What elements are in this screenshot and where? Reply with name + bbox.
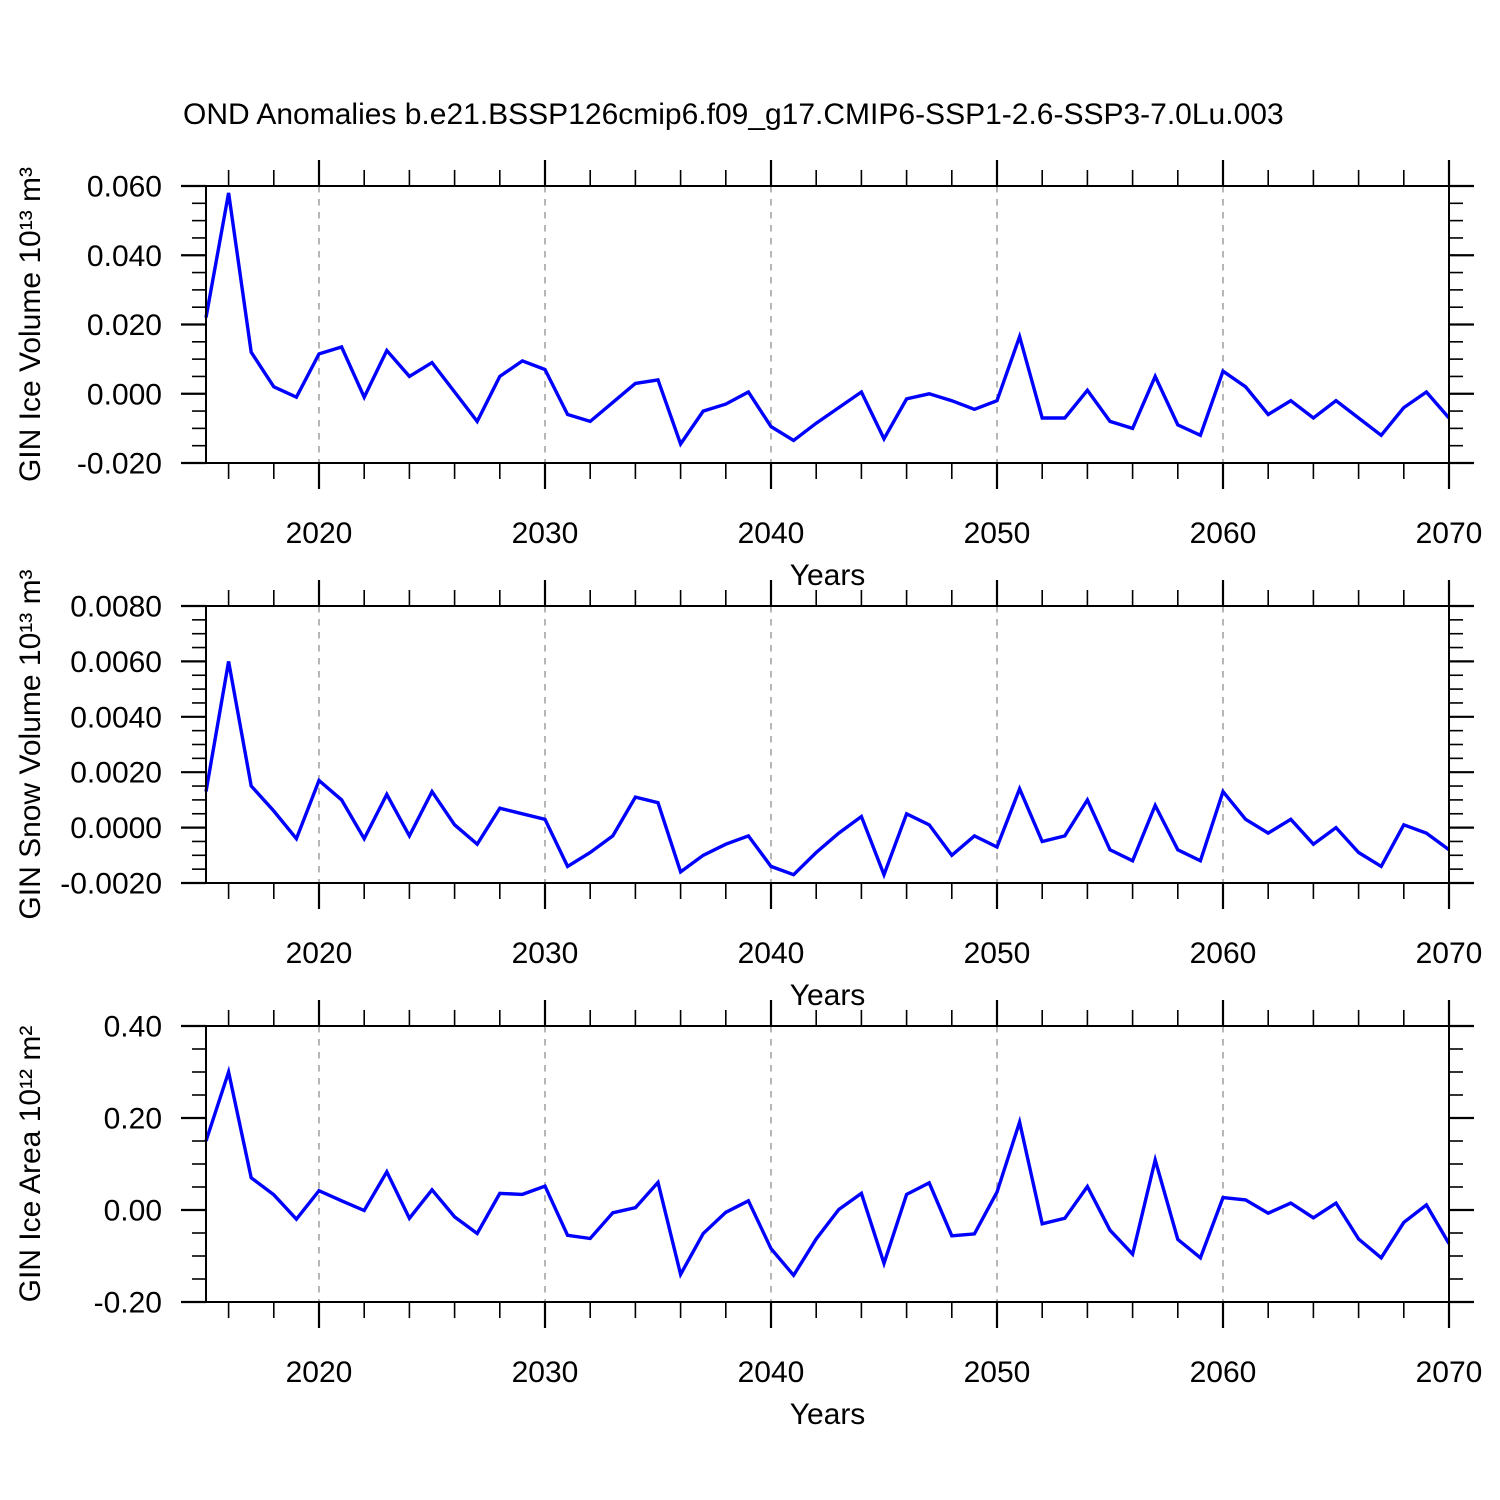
data-line <box>204 1065 1451 1280</box>
x-tick-label: 2020 <box>286 937 353 970</box>
x-tick-label: 2060 <box>1190 1356 1257 1389</box>
y-tick-label: 0.000 <box>87 378 162 411</box>
x-tick-label: 2060 <box>1190 517 1257 550</box>
y-tick-label: 0.0080 <box>70 591 162 624</box>
gridlines <box>318 606 1224 883</box>
y-tick-label: 0.20 <box>104 1103 162 1136</box>
x-tick-label: 2050 <box>964 517 1031 550</box>
y-tick-label: 0.0000 <box>70 812 162 845</box>
y-tick-label: -0.20 <box>94 1287 162 1320</box>
ticks <box>181 160 1474 489</box>
gridlines <box>318 1026 1224 1302</box>
x-tick-label: 2050 <box>964 937 1031 970</box>
figure-title: OND Anomalies b.e21.BSSP126cmip6.f09_g17… <box>183 98 1284 131</box>
y-axis-title: GIN Ice Area 10¹² m² <box>14 1026 47 1303</box>
x-axis-title: Years <box>790 1398 866 1431</box>
axis-box <box>205 185 1450 464</box>
x-tick-label: 2030 <box>512 517 579 550</box>
x-tick-labels: 2020 2030 2040 2050 2060 2070 <box>286 937 1483 970</box>
x-tick-label: 2020 <box>286 1356 353 1389</box>
y-tick-label: 0.00 <box>104 1195 162 1228</box>
gridlines <box>318 186 1224 463</box>
x-tick-label: 2060 <box>1190 937 1257 970</box>
y-tick-labels: 0.060 0.040 0.020 0.000 -0.020 <box>77 171 162 481</box>
ticks <box>181 580 1474 909</box>
x-tick-label: 2050 <box>964 1356 1031 1389</box>
y-axis-title: GIN Ice Volume 10¹³ m³ <box>14 167 47 482</box>
x-tick-label: 2020 <box>286 517 353 550</box>
data-line <box>204 192 1451 448</box>
y-tick-labels: 0.0080 0.0060 0.0040 0.0020 0.0000 -0.0020 <box>60 591 162 901</box>
x-tick-labels: 2020 2030 2040 2050 2060 2070 <box>286 1356 1483 1389</box>
x-tick-label: 2040 <box>738 937 805 970</box>
x-axis-title: Years <box>790 979 866 1012</box>
x-tick-label: 2030 <box>512 937 579 970</box>
x-tick-labels: 2020 2030 2040 2050 2060 2070 <box>286 517 1483 550</box>
x-tick-label: 2070 <box>1416 937 1483 970</box>
y-tick-label: -0.0020 <box>60 868 162 901</box>
x-tick-label: 2040 <box>738 517 805 550</box>
y-tick-label: 0.0040 <box>70 701 162 734</box>
x-axis-title: Years <box>790 559 866 592</box>
y-tick-label: 0.060 <box>87 171 162 204</box>
y-tick-labels: 0.40 0.20 0.00 -0.20 <box>94 1011 162 1320</box>
chart-panel-gin-ice-area: 0.40 0.20 0.00 -0.20 2020 2030 2040 2050 2060 207… <box>14 1000 1482 1431</box>
y-tick-label: 0.0060 <box>70 646 162 679</box>
x-tick-label: 2030 <box>512 1356 579 1389</box>
axis-box <box>205 1025 1450 1303</box>
x-tick-label: 2040 <box>738 1356 805 1389</box>
y-tick-label: 0.0020 <box>70 757 162 790</box>
data-line <box>204 661 1451 880</box>
y-tick-label: -0.020 <box>77 448 162 481</box>
y-tick-label: 0.40 <box>104 1011 162 1044</box>
y-tick-label: 0.040 <box>87 240 162 273</box>
y-axis-title: GIN Snow Volume 10¹³ m³ <box>14 569 47 919</box>
x-tick-label: 2070 <box>1416 1356 1483 1389</box>
chart-panel-gin-snow-volume: 0.0080 0.0060 0.0040 0.0020 0.0000 -0.0020 202… <box>14 569 1482 1012</box>
x-tick-label: 2070 <box>1416 517 1483 550</box>
ticks <box>181 1000 1474 1328</box>
y-tick-label: 0.020 <box>87 309 162 342</box>
